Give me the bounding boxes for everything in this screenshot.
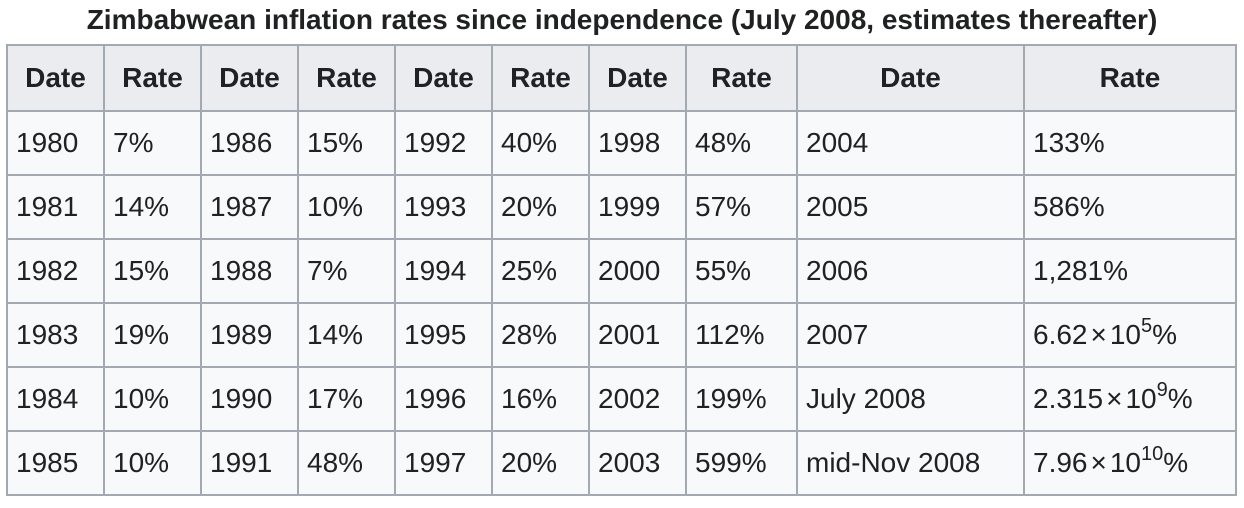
date-cell: 1980 bbox=[6, 110, 105, 176]
date-cell: July 2008 bbox=[796, 366, 1025, 432]
header-date[interactable]: Date bbox=[796, 44, 1025, 112]
times-sign: × bbox=[1090, 319, 1107, 350]
rate-cell: 48% bbox=[685, 110, 798, 176]
rate-mantissa: 7.96 bbox=[1033, 447, 1088, 478]
rate-cell: 48% bbox=[297, 430, 396, 496]
rate-cell: 28% bbox=[491, 302, 590, 368]
rate-cell: 25% bbox=[491, 238, 590, 304]
header-rate[interactable]: Rate bbox=[491, 44, 590, 112]
rate-cell: 10% bbox=[103, 430, 202, 496]
header-rate[interactable]: Rate bbox=[103, 44, 202, 112]
date-cell: 1997 bbox=[394, 430, 493, 496]
date-cell: 2007 bbox=[796, 302, 1025, 368]
rate-cell: 10% bbox=[103, 366, 202, 432]
header-rate[interactable]: Rate bbox=[297, 44, 396, 112]
rate-suffix: % bbox=[1163, 447, 1189, 478]
date-cell: 1987 bbox=[200, 174, 299, 240]
date-cell: 1993 bbox=[394, 174, 493, 240]
header-date[interactable]: Date bbox=[200, 44, 299, 112]
rate-exponent: 10 bbox=[1141, 443, 1164, 465]
date-cell: 2000 bbox=[588, 238, 687, 304]
date-cell: 1992 bbox=[394, 110, 493, 176]
header-date[interactable]: Date bbox=[394, 44, 493, 112]
rate-cell-scientific: 6.62 × 105% bbox=[1023, 302, 1237, 368]
date-cell: 1991 bbox=[200, 430, 299, 496]
rate-cell: 1,281% bbox=[1023, 238, 1237, 304]
header-date[interactable]: Date bbox=[6, 44, 105, 112]
rate-cell: 112% bbox=[685, 302, 798, 368]
date-cell: mid-Nov 2008 bbox=[796, 430, 1025, 496]
rate-cell: 55% bbox=[685, 238, 798, 304]
date-cell: 1998 bbox=[588, 110, 687, 176]
rate-base: 10 bbox=[1109, 319, 1142, 350]
date-cell: 2003 bbox=[588, 430, 687, 496]
rate-cell: 15% bbox=[297, 110, 396, 176]
rate-mantissa: 6.62 bbox=[1033, 319, 1088, 350]
rate-cell: 15% bbox=[103, 238, 202, 304]
date-cell: 1983 bbox=[6, 302, 105, 368]
rate-mantissa: 2.315 bbox=[1033, 383, 1104, 414]
rate-cell: 199% bbox=[685, 366, 798, 432]
date-cell: 1981 bbox=[6, 174, 105, 240]
times-sign: × bbox=[1090, 447, 1107, 478]
rate-cell: 7% bbox=[297, 238, 396, 304]
rate-base: 10 bbox=[1109, 447, 1142, 478]
date-cell: 1995 bbox=[394, 302, 493, 368]
rate-cell: 14% bbox=[103, 174, 202, 240]
rate-exponent: 9 bbox=[1156, 379, 1168, 401]
table-header: Date Rate Date Rate Date Rate Date Rate … bbox=[6, 44, 1237, 112]
rate-cell: 20% bbox=[491, 174, 590, 240]
header-rate[interactable]: Rate bbox=[685, 44, 798, 112]
rate-cell: 599% bbox=[685, 430, 798, 496]
date-cell: 1988 bbox=[200, 238, 299, 304]
date-cell: 1982 bbox=[6, 238, 105, 304]
rate-cell: 19% bbox=[103, 302, 202, 368]
rate-exponent: 5 bbox=[1141, 315, 1153, 337]
rate-cell: 10% bbox=[297, 174, 396, 240]
table-row: 1982 15% 1988 7% 1994 25% 2000 55% 2006 … bbox=[6, 238, 1237, 304]
rate-cell: 7% bbox=[103, 110, 202, 176]
rate-base: 10 bbox=[1125, 383, 1157, 414]
rate-cell: 133% bbox=[1023, 110, 1237, 176]
date-cell: 1985 bbox=[6, 430, 105, 496]
rate-suffix: % bbox=[1167, 383, 1193, 414]
inflation-table: Date Rate Date Rate Date Rate Date Rate … bbox=[6, 44, 1237, 496]
table-row: 1985 10% 1991 48% 1997 20% 2003 599% mid… bbox=[6, 430, 1237, 496]
rate-cell: 14% bbox=[297, 302, 396, 368]
date-cell: 1989 bbox=[200, 302, 299, 368]
table-row: 1984 10% 1990 17% 1996 16% 2002 199% Jul… bbox=[6, 366, 1237, 432]
rate-cell: 17% bbox=[297, 366, 396, 432]
date-cell: 2002 bbox=[588, 366, 687, 432]
date-cell: 2006 bbox=[796, 238, 1025, 304]
times-sign: × bbox=[1106, 383, 1123, 414]
table-body: 1980 7% 1986 15% 1992 40% 1998 48% 2004 … bbox=[6, 110, 1237, 496]
rate-cell-scientific: 7.96 × 1010% bbox=[1023, 430, 1237, 496]
rate-cell: 40% bbox=[491, 110, 590, 176]
rate-cell: 16% bbox=[491, 366, 590, 432]
table-caption: Zimbabwean inflation rates since indepen… bbox=[86, 4, 1158, 35]
date-cell: 2005 bbox=[796, 174, 1025, 240]
date-cell: 1984 bbox=[6, 366, 105, 432]
date-cell: 1990 bbox=[200, 366, 299, 432]
date-cell: 1994 bbox=[394, 238, 493, 304]
rate-cell: 57% bbox=[685, 174, 798, 240]
header-rate[interactable]: Rate bbox=[1023, 44, 1237, 112]
rate-cell: 20% bbox=[491, 430, 590, 496]
rate-suffix: % bbox=[1152, 319, 1178, 350]
rate-cell: 586% bbox=[1023, 174, 1237, 240]
date-cell: 2004 bbox=[796, 110, 1025, 176]
date-cell: 2001 bbox=[588, 302, 687, 368]
table-row: 1980 7% 1986 15% 1992 40% 1998 48% 2004 … bbox=[6, 110, 1237, 176]
table-row: 1981 14% 1987 10% 1993 20% 1999 57% 2005… bbox=[6, 174, 1237, 240]
date-cell: 1996 bbox=[394, 366, 493, 432]
date-cell: 1986 bbox=[200, 110, 299, 176]
table-row: 1983 19% 1989 14% 1995 28% 2001 112% 200… bbox=[6, 302, 1237, 368]
header-row: Date Rate Date Rate Date Rate Date Rate … bbox=[6, 44, 1237, 112]
header-date[interactable]: Date bbox=[588, 44, 687, 112]
rate-cell-scientific: 2.315 × 109% bbox=[1023, 366, 1237, 432]
date-cell: 1999 bbox=[588, 174, 687, 240]
